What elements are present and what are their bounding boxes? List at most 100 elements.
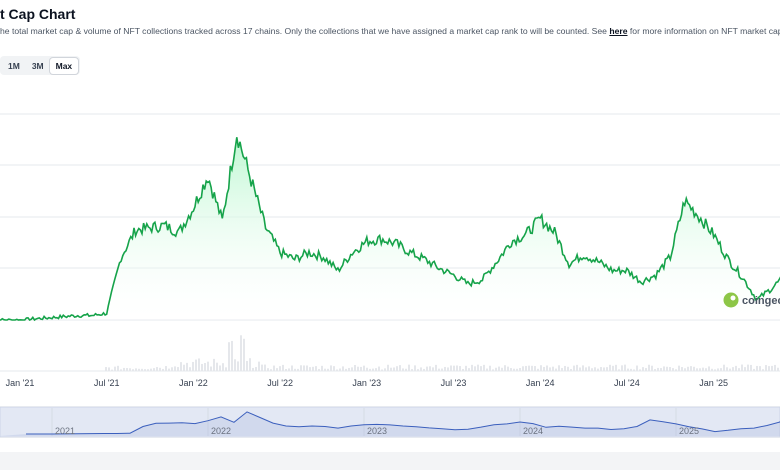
volume-bar — [195, 359, 197, 371]
description-text-post: for more information on NFT market cap r… — [629, 26, 780, 36]
volume-bar — [768, 366, 770, 371]
volume-bar — [603, 367, 605, 371]
market-cap-line[interactable] — [0, 137, 780, 322]
volume-bar — [279, 366, 281, 371]
volume-bar — [123, 367, 125, 371]
volume-bar — [681, 367, 683, 371]
volume-bar — [555, 368, 557, 371]
market-cap-rank-link[interactable]: here — [609, 26, 628, 36]
volume-bar — [765, 365, 767, 371]
volume-bar — [237, 361, 239, 371]
volume-bar — [114, 366, 116, 371]
volume-bar — [528, 365, 530, 371]
volume-bar — [306, 365, 308, 371]
volume-bar — [381, 369, 383, 371]
volume-bar — [774, 364, 776, 371]
volume-bar — [453, 365, 455, 371]
volume-bar — [360, 366, 362, 371]
volume-bar — [684, 368, 686, 371]
volume-bar — [201, 363, 203, 371]
volume-bar — [495, 367, 497, 371]
volume-bar — [432, 367, 434, 371]
volume-bar — [324, 368, 326, 371]
volume-bar — [648, 364, 650, 371]
volume-bar — [612, 365, 614, 371]
volume-bar — [192, 361, 194, 371]
volume-bar — [507, 366, 509, 371]
volume-bar — [174, 366, 176, 371]
volume-bar — [282, 364, 284, 371]
volume-bar — [561, 368, 563, 371]
volume-bar — [270, 369, 272, 371]
volume-bar — [213, 358, 215, 371]
volume-bar — [318, 369, 320, 371]
volume-bar — [513, 368, 515, 371]
volume-bar — [720, 368, 722, 371]
volume-bar — [465, 365, 467, 371]
range-button-1m[interactable]: 1M — [8, 60, 20, 71]
volume-bar — [777, 367, 779, 371]
volume-bar — [723, 364, 725, 371]
volume-bar — [222, 363, 224, 371]
volume-bar — [363, 365, 365, 371]
volume-bar — [411, 369, 413, 371]
volume-bar — [744, 367, 746, 371]
volume-bar — [759, 366, 761, 371]
volume-bar — [159, 367, 161, 371]
volume-bar — [246, 360, 248, 371]
volume-bar — [600, 367, 602, 371]
volume-bar — [576, 364, 578, 371]
volume-bar — [630, 368, 632, 371]
navigator-scrollbar[interactable] — [0, 452, 780, 470]
volume-bar — [534, 366, 536, 371]
volume-bar — [447, 367, 449, 371]
volume-bar — [144, 369, 146, 371]
volume-bar — [294, 368, 296, 371]
volume-bar — [708, 366, 710, 371]
volume-bar — [594, 367, 596, 371]
volume-bar — [468, 368, 470, 371]
volume-bar — [591, 368, 593, 371]
volume-bar — [105, 367, 107, 371]
volume-bar — [402, 368, 404, 371]
range-button-max[interactable]: Max — [49, 57, 79, 74]
volume-bar — [462, 369, 464, 371]
volume-bar — [441, 368, 443, 371]
navigator-selection[interactable] — [0, 407, 780, 437]
range-button-3m[interactable]: 3M — [31, 60, 44, 71]
navigator[interactable]: 2021 2022 2023 2024 2025 — [0, 406, 780, 438]
volume-bar — [120, 369, 122, 371]
volume-bar — [450, 365, 452, 371]
volume-bar — [204, 362, 206, 371]
volume-bar — [657, 367, 659, 371]
navigator-year-label: 2024 — [523, 426, 543, 436]
volume-bar — [168, 368, 170, 371]
volume-bar — [543, 366, 545, 371]
volume-bar — [165, 366, 167, 371]
volume-bar — [519, 368, 521, 371]
volume-bar — [429, 366, 431, 371]
volume-bar — [705, 368, 707, 371]
navigator-year-label: 2022 — [211, 426, 231, 436]
volume-bar — [633, 369, 635, 371]
volume-bar — [549, 367, 551, 371]
volume-bar — [558, 365, 560, 371]
volume-bar — [756, 365, 758, 371]
volume-bar — [459, 366, 461, 371]
volume-bar — [423, 368, 425, 371]
volume-bar — [315, 366, 317, 371]
volume-bar — [261, 364, 263, 371]
volume-bar — [396, 366, 398, 371]
volume-bar — [399, 365, 401, 371]
volume-bar — [615, 364, 617, 371]
volume-bar — [267, 368, 269, 371]
navigator-year-label: 2021 — [55, 426, 75, 436]
volume-bar — [552, 366, 554, 371]
coingecko-gecko-icon — [723, 292, 739, 308]
time-range-selector: 1M 3M Max — [0, 56, 81, 75]
volume-bar — [609, 364, 611, 371]
x-axis-tick-label: Jul '23 — [441, 378, 467, 388]
volume-bar — [309, 367, 311, 371]
volume-bar — [225, 367, 227, 371]
